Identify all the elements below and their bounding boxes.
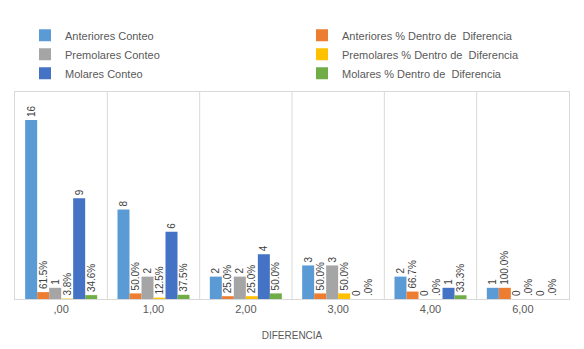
- svg-text:Premolares % Dentro de Difere: Premolares % Dentro de Diferencia: [342, 49, 519, 61]
- svg-text:1: 1: [443, 279, 454, 285]
- svg-text:3: 3: [327, 256, 338, 262]
- svg-text:Anteriores % Dentro de Difere: Anteriores % Dentro de Diferencia: [342, 30, 513, 42]
- svg-text:50.0%: 50.0%: [130, 262, 141, 290]
- svg-text:50.0%: 50.0%: [315, 262, 326, 290]
- svg-text:4,00: 4,00: [420, 303, 441, 315]
- svg-text:37.5%: 37.5%: [178, 263, 189, 291]
- svg-text:0: 0: [351, 290, 362, 296]
- svg-text:2: 2: [142, 268, 153, 274]
- svg-text:3.8%: 3.8%: [62, 273, 73, 296]
- svg-text:2,00: 2,00: [235, 303, 256, 315]
- svg-text:25.0%: 25.0%: [246, 265, 257, 293]
- svg-text:100.0%: 100.0%: [499, 251, 510, 285]
- svg-text:1: 1: [487, 279, 498, 285]
- svg-text:66.7%: 66.7%: [407, 260, 418, 288]
- svg-text:4: 4: [258, 245, 269, 251]
- svg-text:2: 2: [210, 268, 221, 274]
- svg-text:0: 0: [419, 290, 430, 296]
- svg-text:.0%: .0%: [363, 279, 374, 296]
- svg-text:Anteriores Conteo: Anteriores Conteo: [65, 30, 154, 42]
- svg-text:2: 2: [234, 268, 245, 274]
- svg-text:16: 16: [26, 105, 37, 117]
- svg-text:DIFERENCIA: DIFERENCIA: [262, 330, 323, 341]
- svg-text:1: 1: [50, 279, 61, 285]
- svg-text:.0%: .0%: [547, 279, 558, 296]
- svg-text:61.5%: 61.5%: [38, 261, 49, 289]
- svg-text:Molares % Dentro de Diferenci: Molares % Dentro de Diferencia: [342, 68, 502, 80]
- svg-text:Premolares Conteo: Premolares Conteo: [65, 49, 160, 61]
- svg-text:6: 6: [166, 223, 177, 229]
- svg-text:,00: ,00: [54, 303, 69, 315]
- svg-text:.0%: .0%: [523, 279, 534, 296]
- svg-text:6,00: 6,00: [512, 303, 533, 315]
- svg-text:9: 9: [74, 189, 85, 195]
- svg-text:0: 0: [535, 290, 546, 296]
- svg-text:25.0%: 25.0%: [222, 265, 233, 293]
- svg-text:12.5%: 12.5%: [154, 266, 165, 294]
- svg-text:50.0%: 50.0%: [270, 262, 281, 290]
- svg-text:2: 2: [395, 268, 406, 274]
- svg-text:Molares Conteo: Molares Conteo: [65, 68, 143, 80]
- svg-text:3,00: 3,00: [327, 303, 348, 315]
- svg-text:1,00: 1,00: [143, 303, 164, 315]
- svg-text:8: 8: [118, 200, 129, 206]
- svg-text:3: 3: [303, 256, 314, 262]
- svg-text:33.3%: 33.3%: [455, 264, 466, 292]
- svg-text:.0%: .0%: [431, 279, 442, 296]
- svg-text:50.0%: 50.0%: [339, 262, 350, 290]
- svg-text:34.6%: 34.6%: [86, 264, 97, 292]
- svg-text:0: 0: [511, 290, 522, 296]
